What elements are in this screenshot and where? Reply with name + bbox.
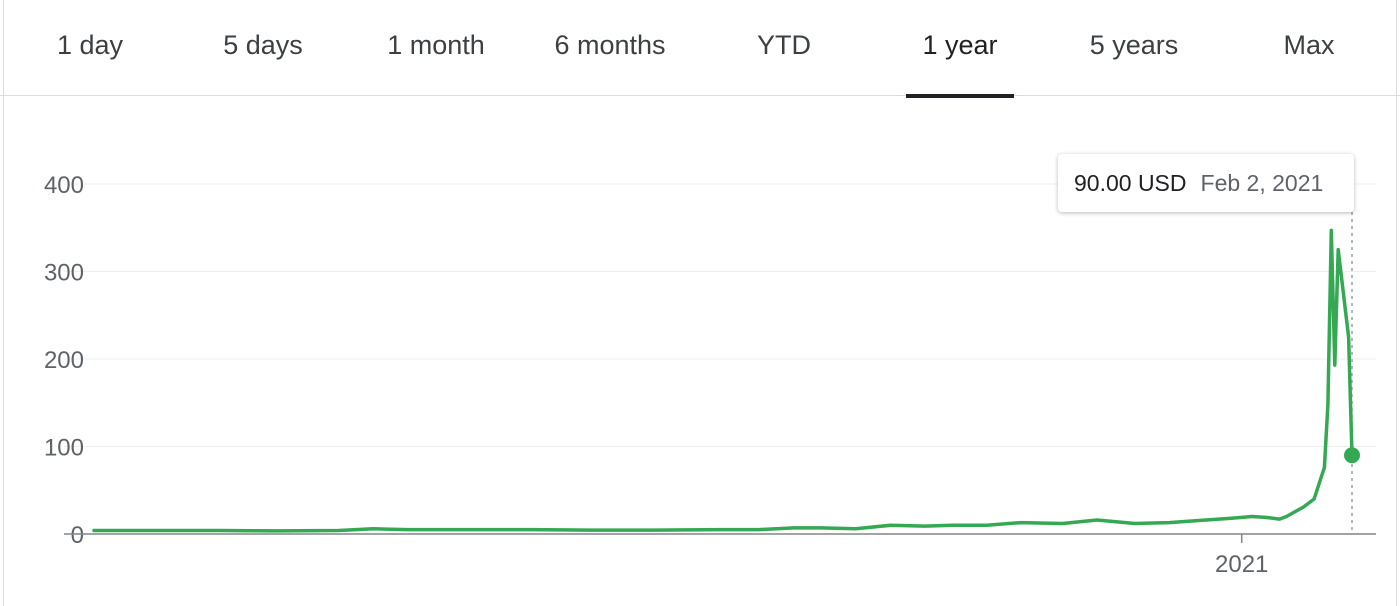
tooltip-price: 90.00 USD (1074, 169, 1187, 196)
tab-ytd[interactable]: YTD (757, 30, 811, 60)
tab-max[interactable]: Max (1283, 30, 1335, 60)
time-range-tabs: 1 day 5 days 1 month 6 months YTD 1 year… (0, 0, 1400, 98)
tab-1-day[interactable]: 1 day (56, 30, 124, 60)
highlight-point (1344, 447, 1360, 464)
tab-1-year[interactable]: 1 year (922, 30, 998, 60)
y-tick-label: 400 (44, 172, 84, 199)
active-tab-indicator (906, 94, 1014, 98)
y-tick-label: 300 (44, 260, 84, 287)
price-line (92, 228, 1354, 533)
y-tick-label: 100 (44, 435, 84, 462)
tab-5-days[interactable]: 5 days (223, 30, 303, 60)
y-tick-label: 0 (71, 522, 84, 549)
chart-card (3, 0, 1397, 606)
tab-5-years[interactable]: 5 years (1089, 30, 1179, 60)
tooltip-date: Feb 2, 2021 (1200, 169, 1324, 196)
x-tick-label: 2021 (1215, 551, 1268, 578)
price-tooltip: 90.00 USD Feb 2, 2021 (1058, 154, 1354, 212)
tab-1-month[interactable]: 1 month (387, 30, 485, 60)
y-tick-label: 200 (44, 347, 84, 374)
tab-6-months[interactable]: 6 months (554, 30, 666, 60)
